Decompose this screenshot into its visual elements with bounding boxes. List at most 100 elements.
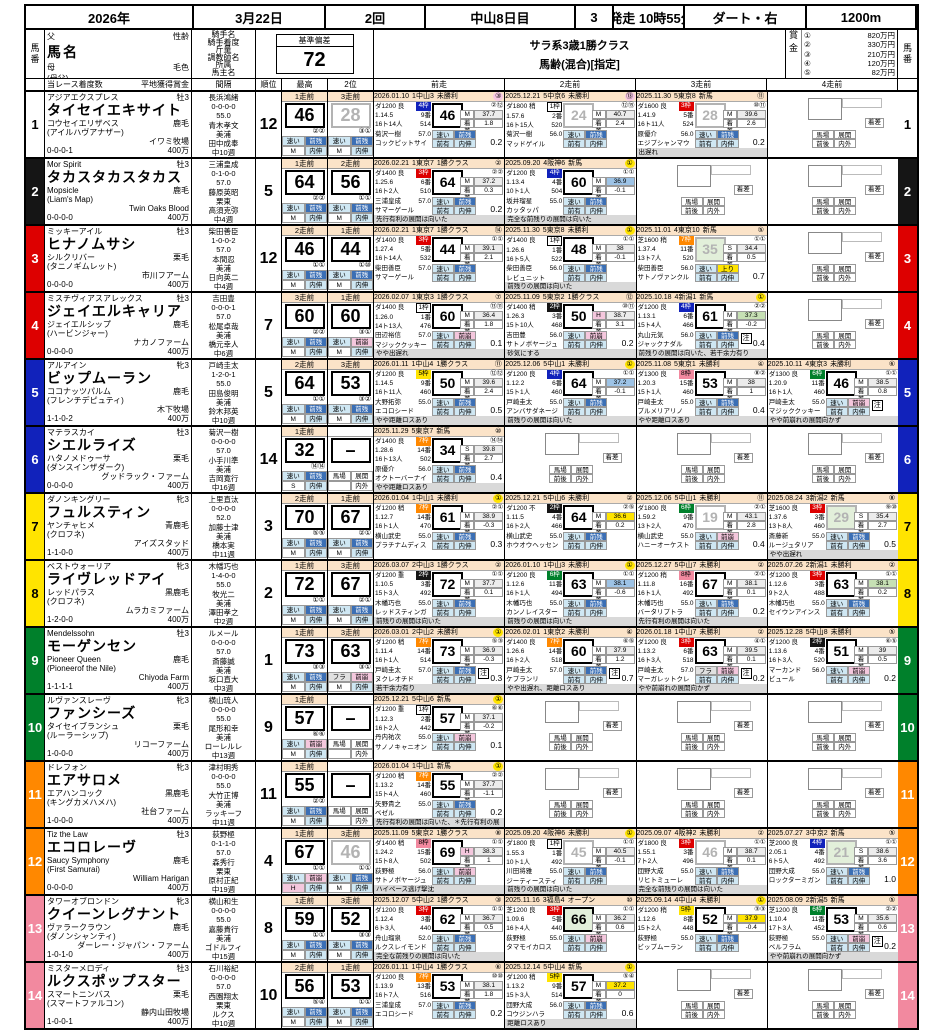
race-date: 2025.11.30	[505, 227, 540, 234]
sex-age: 牝3	[176, 495, 189, 504]
pace-tag: H	[282, 883, 305, 893]
race-date: 2025.11.30	[636, 93, 672, 100]
front-back-label: 前後	[811, 474, 834, 483]
margin-value: 0	[605, 990, 635, 999]
speed-figure: 64	[563, 505, 595, 530]
field-popularity: 15ト1人	[637, 389, 662, 397]
race-jockey: 矢野貴之	[375, 800, 401, 808]
gate-number: 9番	[420, 380, 431, 388]
second-pace-tags: M 内伸	[328, 213, 373, 223]
owner-name: ローレルレ	[204, 742, 243, 752]
gate-number: 1番	[420, 314, 431, 321]
horse-weight: 514	[551, 992, 563, 1000]
horse-row: 4 ミスチヴィアスアレックス 牡3 ジェイエルキャリア ジェイエルシップ 鹿毛 (ハ…	[26, 291, 917, 358]
pace-tag: 速い	[282, 940, 305, 950]
margin-value: 0.1	[474, 588, 504, 597]
race-tags: 速い 前残 前有 内伸	[563, 532, 608, 550]
race-date: 2025.12.28	[767, 629, 803, 636]
speed-figure: 57	[432, 706, 463, 731]
stable-region: 美浦	[216, 464, 231, 474]
winner-or-rival: サトノボヤージュ	[375, 876, 427, 884]
field-popularity: 16ト14人	[375, 121, 403, 129]
pace-tag: 前残	[454, 1001, 476, 1010]
race-note	[374, 550, 505, 559]
frame-badge: 2枠	[416, 571, 431, 581]
col-second: 2位	[328, 79, 374, 90]
pace-tag: M	[282, 816, 305, 826]
connections: 戸崎圭太 1-2-0-1 55.0 田島俊明 美浦 鈴木邦英 中10週	[192, 360, 256, 425]
pace-tag: 速い	[328, 538, 351, 548]
race-venue: 1東京7	[412, 227, 434, 234]
gate-number: 6番	[683, 648, 694, 656]
course-condition: ダ1200 稍	[637, 907, 667, 914]
empty-figure-box	[807, 299, 842, 321]
race-date: 2026.01.10	[505, 562, 541, 569]
gate-number: 4番	[814, 648, 825, 656]
empty-tags: 馬場 展開 前後 内外	[680, 1001, 725, 1019]
finish-position-mark: ①	[624, 561, 635, 570]
empty-detail-box	[710, 768, 751, 778]
margin-label: 着差	[460, 253, 475, 269]
earnings: 400万	[167, 213, 189, 222]
second-pace-tags: M 内伸	[328, 883, 373, 893]
extra-value: 0.1	[490, 740, 503, 750]
horse-number: 5	[903, 385, 912, 400]
race-detail-lines: ダ1600 良 3枠 1.41.9 5番 16ト11人 524 原優介 56.0 エジプ…	[638, 102, 694, 148]
gate-number: 5番	[683, 112, 694, 120]
horse-weight: 460	[682, 389, 694, 397]
front-back-label: 前後	[811, 139, 834, 148]
pace-letter: M	[591, 244, 606, 253]
race-note: やや出遅れ	[767, 550, 898, 559]
horse-number-right: 13	[898, 896, 917, 961]
pace-tag: 内伸	[585, 340, 608, 349]
pace-tag: 前有	[563, 340, 586, 349]
finish-position-mark: ②	[495, 562, 502, 569]
race-date: 2025.07.27	[767, 830, 803, 837]
horse-number: 5	[31, 385, 39, 400]
horse-weight: 460	[551, 389, 563, 397]
record-labels: 当レース着度数 平地獲得賞金	[45, 79, 192, 90]
pace-tag: 速い	[328, 203, 351, 213]
second-figure-source: 3走前	[340, 360, 361, 369]
race-date: 2025.11.29	[374, 428, 409, 435]
pace-margin-table: M38.1 着差1.8	[460, 981, 504, 1006]
pace-tag: 速い	[563, 666, 586, 675]
pace-tag: 内伸	[847, 675, 870, 684]
frame-badge: 3枠	[678, 839, 694, 849]
pace-letter: M	[722, 311, 737, 320]
race-jockey: 丹内祐次	[375, 734, 401, 742]
second-corner-positions: ③③	[358, 932, 371, 939]
coat-color: 黒鹿毛	[165, 789, 189, 798]
horse-weight: 494	[551, 590, 563, 598]
farm-name: 市川フアーム	[141, 271, 189, 280]
course-condition: 芝1600 稍	[637, 237, 667, 244]
race-detail-lines: ダ1200 稍 7枠 1.11.4 14番 16ト1人 514 戸崎圭太 57.0 ヌク…	[375, 638, 431, 684]
margin-label: 着差	[854, 521, 868, 537]
corner-positions: ①①	[491, 236, 504, 243]
tag-row: 速い 前崩	[563, 934, 608, 943]
course-condition: ダ1200 良	[506, 371, 536, 378]
race-header-line: 2026.01.10 1中山3 未勝利 ①	[505, 561, 636, 571]
past-race-cell: 2025.11.09 5東京2 1勝クラス ⑧ ダ1400 稍 8枠 1.24.2…	[374, 829, 506, 894]
last-3f-time: 38.1	[868, 579, 897, 588]
winner-or-rival: レビュニット	[506, 274, 546, 282]
race-header-line: 2025.12.14 5中山4 新馬 ①	[505, 963, 636, 973]
race-tags: 速い 前崩 前有 内伸	[432, 331, 476, 349]
race-jockey-weight: 57.0	[418, 130, 431, 138]
last-3f-time: 37.2	[605, 378, 635, 387]
best-corner-positions: ⑥⑥	[312, 731, 325, 738]
gate-number: 15番	[679, 380, 694, 388]
strip-spacer	[898, 79, 917, 90]
race-detail-lines: ダ1400 良 7枠 1.26.6 14番 16ト2人 518 戸崎圭太 57.0 ケプ…	[506, 638, 563, 684]
extra-value: 0.4	[752, 405, 765, 415]
course-condition: 芝1600 良	[768, 505, 799, 512]
margin-label: 着差	[722, 119, 737, 135]
pace-tag: 内伸	[304, 481, 327, 491]
finish-position-mark: ②	[757, 562, 764, 569]
race-venue: 1中山7	[674, 629, 697, 636]
horse-row: 5 アルアイン 牝3 ビップムーラン ココナッツパルム 鹿毛 (フレンチデピュティ)…	[26, 358, 917, 425]
strip-spacer	[26, 79, 45, 90]
start-time-cell: 発走 10時55分	[614, 6, 685, 28]
pace-letter: M	[591, 177, 606, 186]
finish-time: 1.26.3	[506, 313, 525, 321]
